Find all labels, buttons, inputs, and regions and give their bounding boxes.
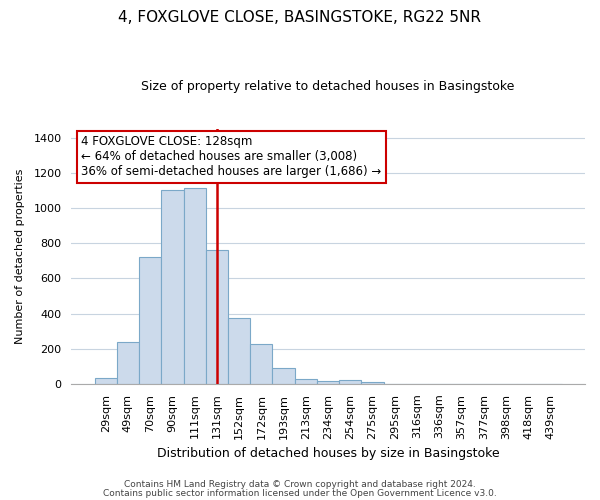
Bar — [272, 368, 295, 384]
Text: Contains HM Land Registry data © Crown copyright and database right 2024.: Contains HM Land Registry data © Crown c… — [124, 480, 476, 489]
Bar — [228, 318, 250, 384]
X-axis label: Distribution of detached houses by size in Basingstoke: Distribution of detached houses by size … — [157, 447, 499, 460]
Bar — [117, 342, 139, 384]
Y-axis label: Number of detached properties: Number of detached properties — [15, 168, 25, 344]
Bar — [184, 188, 206, 384]
Bar — [206, 250, 228, 384]
Bar — [317, 381, 339, 384]
Bar — [95, 378, 117, 384]
Bar — [139, 258, 161, 384]
Bar — [361, 382, 383, 384]
Text: Contains public sector information licensed under the Open Government Licence v3: Contains public sector information licen… — [103, 490, 497, 498]
Bar — [295, 378, 317, 384]
Bar — [250, 344, 272, 384]
Title: Size of property relative to detached houses in Basingstoke: Size of property relative to detached ho… — [142, 80, 515, 93]
Text: 4, FOXGLOVE CLOSE, BASINGSTOKE, RG22 5NR: 4, FOXGLOVE CLOSE, BASINGSTOKE, RG22 5NR — [119, 10, 482, 25]
Bar — [161, 190, 184, 384]
Text: 4 FOXGLOVE CLOSE: 128sqm
← 64% of detached houses are smaller (3,008)
36% of sem: 4 FOXGLOVE CLOSE: 128sqm ← 64% of detach… — [82, 136, 382, 178]
Bar — [339, 380, 361, 384]
